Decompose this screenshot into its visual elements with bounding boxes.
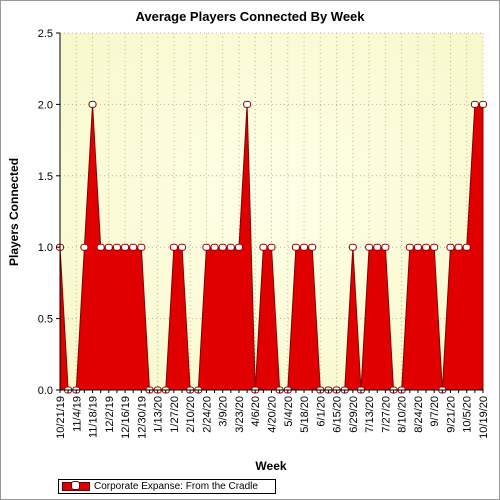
data-point (300, 243, 309, 251)
data-point (373, 243, 382, 251)
y-tick-label: 0.0 (38, 385, 53, 397)
y-tick-label: 1.0 (38, 242, 53, 254)
data-point (381, 243, 390, 251)
x-tick-label: 10/5/20 (462, 396, 474, 433)
data-point (470, 100, 479, 108)
x-tick-label: 7/13/20 (364, 396, 376, 433)
x-tick-label: 11/18/19 (88, 396, 100, 438)
x-tick-label: 5/4/20 (283, 396, 295, 427)
x-tick-label: 2/24/20 (201, 396, 213, 433)
data-point (226, 243, 235, 251)
x-tick-label: 5/18/20 (299, 396, 311, 433)
x-tick-label: 11/4/19 (71, 396, 83, 432)
x-tick-label: 10/21/19 (55, 396, 67, 439)
data-point (218, 243, 227, 251)
x-tick-label: 8/10/20 (397, 396, 409, 433)
y-tick-label: 0.5 (38, 314, 53, 326)
legend-marker (71, 481, 80, 490)
data-point (96, 243, 105, 251)
data-point (210, 243, 219, 251)
data-point (308, 243, 317, 251)
x-tick-label: 12/2/19 (104, 396, 116, 433)
x-tick-label: 12/30/19 (136, 396, 148, 439)
y-tick-label: 1.5 (38, 171, 53, 183)
data-point (234, 243, 243, 251)
data-point (479, 100, 487, 108)
data-point (413, 243, 422, 251)
data-point (446, 243, 455, 251)
data-point (169, 243, 178, 251)
data-point (129, 243, 138, 251)
data-point (243, 100, 252, 108)
data-point (267, 243, 276, 251)
data-point (121, 243, 130, 251)
x-tick-label: 6/29/20 (348, 396, 360, 433)
data-point (365, 243, 374, 251)
data-point (462, 243, 471, 251)
x-tick-label: 4/20/20 (267, 396, 279, 433)
x-tick-label: 10/19/20 (478, 396, 490, 439)
data-point (112, 243, 121, 251)
x-tick-label: 1/13/20 (153, 396, 165, 433)
y-axis-title: Players Connected (7, 158, 21, 266)
x-tick-label: 4/6/20 (250, 396, 262, 427)
x-tick-label: 7/27/20 (380, 396, 392, 433)
x-tick-label: 2/10/20 (185, 396, 197, 433)
x-tick-label: 1/27/20 (169, 396, 181, 433)
x-axis-title: Week (255, 459, 286, 473)
x-tick-label: 6/15/20 (332, 396, 344, 433)
data-point (291, 243, 300, 251)
y-tick-label: 2.0 (38, 99, 53, 111)
data-point (259, 243, 268, 251)
x-tick-label: 9/7/20 (429, 396, 441, 427)
x-tick-label: 12/16/19 (120, 396, 132, 439)
data-point (178, 243, 187, 251)
data-point (405, 243, 414, 251)
x-tick-label: 3/9/20 (218, 396, 230, 427)
legend-label: Corporate Expanse: From the Cradle (94, 481, 258, 492)
y-tick-label: 2.5 (38, 28, 53, 40)
data-point (454, 243, 463, 251)
data-point (80, 243, 89, 251)
data-point (430, 243, 439, 251)
data-point (422, 243, 431, 251)
data-point (348, 243, 357, 251)
data-point (202, 243, 211, 251)
x-tick-label: 9/21/20 (445, 396, 457, 433)
legend: Corporate Expanse: From the Cradle (58, 479, 276, 494)
data-point (137, 243, 146, 251)
x-tick-label: 3/23/20 (234, 396, 246, 433)
data-point (88, 100, 97, 108)
data-point (104, 243, 113, 251)
x-tick-label: 6/1/20 (315, 396, 327, 427)
x-tick-label: 8/24/20 (413, 396, 425, 433)
chart-title: Average Players Connected By Week (135, 9, 365, 24)
